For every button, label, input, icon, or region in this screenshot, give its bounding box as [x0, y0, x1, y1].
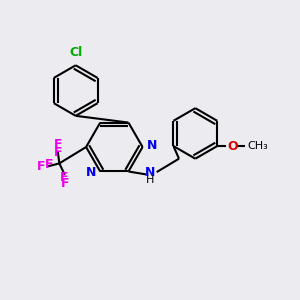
Text: F: F	[37, 160, 46, 173]
Text: N: N	[147, 139, 158, 152]
Text: F: F	[54, 146, 62, 159]
Text: CH₃: CH₃	[247, 141, 268, 151]
Text: F: F	[60, 177, 69, 190]
Text: Cl: Cl	[69, 46, 82, 59]
Text: O: O	[228, 140, 238, 153]
Text: F: F	[54, 138, 62, 151]
Text: N: N	[85, 167, 96, 179]
Text: N: N	[145, 167, 155, 179]
Text: F: F	[60, 171, 68, 184]
Text: H: H	[146, 176, 154, 185]
Text: F: F	[45, 158, 53, 171]
